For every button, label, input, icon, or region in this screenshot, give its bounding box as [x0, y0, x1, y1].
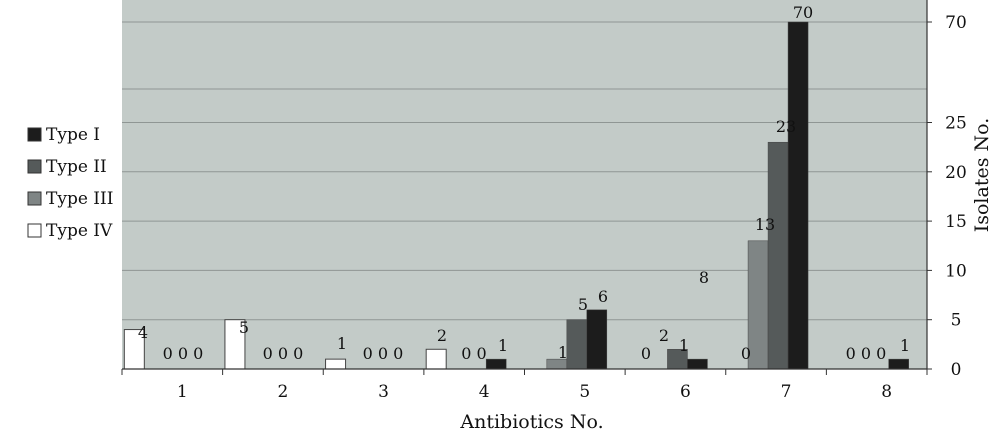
data-label: 0 0 0	[163, 344, 204, 363]
y-tick-label: 20	[945, 163, 967, 183]
bar-type-iv-cat-3	[325, 358, 347, 370]
data-label: 1	[337, 334, 347, 353]
data-label: 2	[659, 326, 669, 345]
bar-type-ii-cat-7	[767, 141, 789, 370]
x-tick-label: 2	[278, 382, 289, 402]
y-tick-label: 5	[951, 311, 962, 331]
data-label: 1	[558, 343, 568, 362]
y-tick-label: 0	[951, 360, 962, 380]
bar-type-i-cat-5	[586, 309, 608, 370]
legend-swatch	[27, 127, 42, 142]
data-label: 4	[138, 323, 148, 342]
x-axis-title: Antibiotics No.	[459, 411, 603, 433]
bar-type-i-cat-8	[888, 358, 909, 370]
x-tick-label: 3	[378, 382, 389, 402]
data-label: 70	[793, 3, 813, 22]
data-label: 0 0 0	[846, 344, 887, 363]
bar-type-iv-cat-4	[425, 348, 447, 370]
bar-type-i-cat-6	[687, 358, 708, 370]
legend-label: Type II	[46, 157, 107, 177]
legend-swatch	[27, 223, 42, 238]
data-label: 1	[900, 336, 910, 355]
data-label: 5	[239, 318, 249, 337]
data-label: 23	[776, 117, 796, 136]
data-label: 0 0	[461, 344, 486, 363]
y-tick-label: 10	[945, 261, 967, 281]
data-label: 1	[498, 336, 508, 355]
legend-swatch	[27, 191, 42, 206]
data-label: 0 0 0	[363, 344, 404, 363]
data-label: 1	[679, 336, 689, 355]
data-label: 8	[699, 268, 709, 287]
x-tick-label: 6	[680, 382, 691, 402]
x-tick-label: 8	[881, 382, 892, 402]
legend-label: Type I	[46, 125, 100, 145]
bar-type-i-cat-7	[787, 21, 809, 370]
legend-swatch	[27, 159, 42, 174]
x-tick-label: 4	[479, 382, 490, 402]
data-label: 6	[598, 287, 608, 306]
data-label: 13	[755, 215, 775, 234]
x-tick-label: 1	[177, 382, 188, 402]
y-tick-label: 25	[945, 114, 967, 134]
data-label: 0	[641, 344, 651, 363]
y-tick-label: 70	[945, 13, 967, 33]
bar-type-ii-cat-5	[566, 319, 588, 370]
y-axis-title: Isolates No.	[971, 118, 993, 233]
data-label: 2	[437, 326, 447, 345]
x-tick-label: 5	[579, 382, 590, 402]
data-label: 0 0 0	[263, 344, 304, 363]
legend-label: Type III	[46, 189, 113, 209]
data-label: 5	[578, 295, 588, 314]
x-tick-label: 7	[781, 382, 792, 402]
y-tick-label: 15	[945, 212, 967, 232]
legend-label: Type IV	[46, 221, 113, 241]
data-label: 0	[741, 344, 751, 363]
bar-type-i-cat-4	[485, 358, 507, 370]
